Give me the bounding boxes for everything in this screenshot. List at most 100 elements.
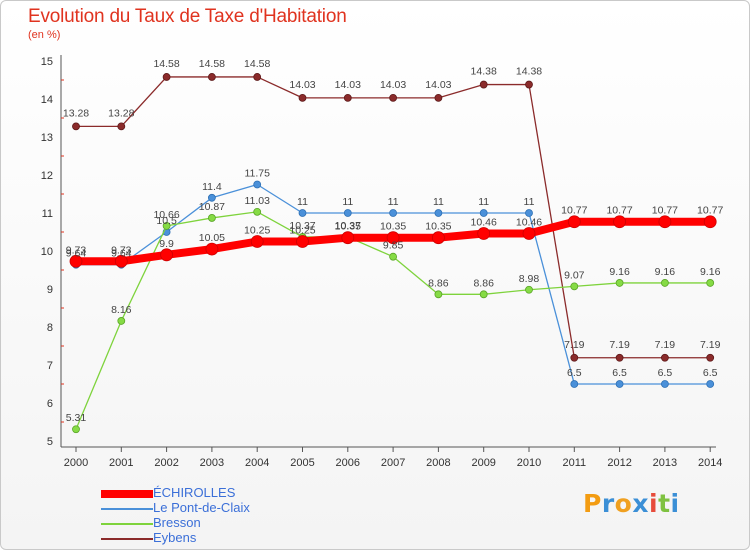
labels-bresson: 5.31 8.16 10.66 10.87 11.03 10.37 10.37 9.85 8.8… bbox=[66, 195, 721, 424]
data-label: 7.19 bbox=[564, 339, 585, 351]
x-tick-label: 2006 bbox=[336, 457, 360, 469]
x-tick-label: 2014 bbox=[698, 457, 722, 469]
data-label: 10.37 bbox=[289, 220, 315, 232]
y-tick-label: 13 bbox=[41, 132, 53, 144]
data-label: 11.03 bbox=[244, 195, 270, 207]
data-point bbox=[615, 380, 624, 388]
axes: 5 6 7 8 9 10 11 12 13 14 15 2000 2001 2002 2003 2004 200… bbox=[41, 55, 722, 469]
y-tick-label: 12 bbox=[41, 170, 53, 182]
x-tick-label: 2013 bbox=[653, 457, 677, 469]
data-label: 10.46 bbox=[471, 217, 497, 229]
data-label: 10.5 bbox=[156, 215, 177, 227]
logo-letter: i bbox=[670, 489, 680, 518]
legend-swatch bbox=[101, 523, 153, 525]
y-tick-label: 14 bbox=[41, 94, 53, 106]
data-label: 14.38 bbox=[471, 66, 497, 78]
data-label: 14.58 bbox=[244, 58, 270, 70]
data-label: 10.37 bbox=[335, 220, 361, 232]
data-point bbox=[253, 207, 262, 216]
data-point bbox=[296, 235, 309, 248]
data-label: 7.19 bbox=[609, 339, 630, 351]
data-point bbox=[250, 235, 264, 248]
data-point bbox=[479, 209, 488, 217]
y-tick-label: 8 bbox=[47, 322, 53, 334]
logo-letter: t bbox=[658, 489, 671, 518]
data-label: 10.46 bbox=[516, 217, 542, 229]
proxiti-logo: Proxiti bbox=[583, 489, 680, 518]
data-label: 11 bbox=[433, 196, 444, 208]
data-label: 10.05 bbox=[199, 232, 225, 244]
data-point bbox=[162, 73, 171, 81]
data-point bbox=[522, 227, 536, 240]
data-label: 5.31 bbox=[66, 412, 87, 424]
data-label: 8.16 bbox=[111, 304, 132, 316]
data-point bbox=[72, 425, 80, 434]
data-label: 10.66 bbox=[153, 209, 179, 221]
data-label: 9.16 bbox=[609, 266, 630, 278]
chart-title: Evolution du Taux de Taxe d'Habitation bbox=[28, 6, 347, 27]
data-label: 14.03 bbox=[335, 79, 361, 91]
data-label: 9.07 bbox=[564, 269, 585, 281]
legend-swatch bbox=[101, 490, 153, 498]
data-point bbox=[389, 93, 398, 102]
legend-swatch bbox=[101, 538, 153, 540]
data-label: 10.25 bbox=[244, 225, 270, 237]
x-tick-label: 2011 bbox=[562, 457, 586, 469]
data-point bbox=[661, 279, 669, 287]
data-point bbox=[253, 180, 262, 189]
x-tick-label: 2010 bbox=[517, 457, 541, 469]
data-point bbox=[298, 93, 307, 102]
logo-letter: x bbox=[632, 489, 649, 518]
data-point bbox=[389, 252, 398, 261]
data-label: 14.38 bbox=[516, 66, 542, 78]
x-tick-label: 2009 bbox=[471, 457, 495, 469]
x-tick-label: 2004 bbox=[245, 457, 269, 469]
data-label: 14.58 bbox=[153, 58, 179, 70]
data-point bbox=[567, 215, 581, 229]
series-echirolles bbox=[69, 215, 717, 268]
y-tick-label: 15 bbox=[41, 56, 53, 68]
data-point bbox=[160, 248, 174, 262]
labels-pont-de-claix: 9.64 9.64 10.5 11.4 11.75 11 11 11 11 11 11 6.5 6.5 6… bbox=[66, 168, 718, 380]
data-label: 11 bbox=[524, 196, 535, 208]
x-tick-label: 2002 bbox=[154, 457, 178, 469]
data-label: 10.77 bbox=[606, 205, 632, 217]
data-label: 10.35 bbox=[380, 221, 406, 233]
data-point bbox=[706, 353, 715, 362]
data-label: 11 bbox=[342, 196, 353, 208]
data-point bbox=[615, 353, 624, 362]
logo-letter: i bbox=[649, 489, 659, 518]
legend-label: ÉCHIROLLES bbox=[153, 485, 236, 500]
y-tick-label: 7 bbox=[47, 360, 53, 372]
data-point bbox=[479, 80, 488, 89]
data-label: 11 bbox=[388, 196, 399, 208]
data-point bbox=[658, 215, 672, 229]
x-tick-label: 2001 bbox=[109, 457, 133, 469]
labels-eybens: 13.28 13.28 14.58 14.58 14.58 14.03 14.03 14.03… bbox=[63, 58, 721, 351]
data-label: 9.64 bbox=[111, 248, 132, 260]
data-label: 10.87 bbox=[199, 201, 225, 213]
data-label: 6.5 bbox=[567, 367, 582, 379]
data-point bbox=[205, 242, 219, 256]
x-tick-label: 2003 bbox=[200, 457, 224, 469]
data-point bbox=[207, 214, 216, 222]
data-point bbox=[386, 231, 400, 245]
data-label: 9.16 bbox=[655, 266, 676, 278]
data-label: 14.03 bbox=[380, 79, 406, 91]
data-point bbox=[431, 231, 445, 245]
data-label: 14.58 bbox=[199, 58, 225, 70]
data-label: 9.64 bbox=[66, 248, 87, 260]
data-label: 10.35 bbox=[425, 221, 451, 233]
data-point bbox=[570, 353, 579, 362]
logo-letter: r bbox=[601, 489, 615, 518]
data-label: 9.73 bbox=[111, 244, 132, 256]
data-point bbox=[703, 215, 717, 229]
data-label: 11.75 bbox=[244, 168, 270, 180]
data-label: 14.03 bbox=[289, 79, 315, 91]
data-point bbox=[253, 73, 262, 81]
data-point bbox=[661, 380, 669, 388]
y-tick-label: 11 bbox=[42, 208, 53, 220]
y-tick-label: 10 bbox=[41, 246, 53, 258]
